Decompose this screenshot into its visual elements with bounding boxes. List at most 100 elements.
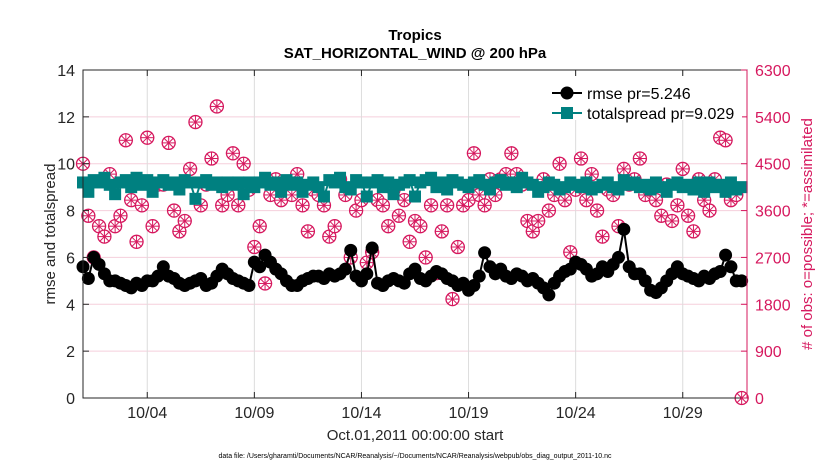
obs-assimilated-asterisk [655,210,667,222]
legend-rmse-marker [560,86,574,100]
obs-assimilated-asterisk [704,205,715,216]
obs-assimilated-asterisk [436,226,448,237]
obs-marker [589,203,605,218]
legend: rmse pr=5.246 totalspread pr=9.029 [520,76,742,123]
obs-assimilated-asterisk [238,158,249,170]
obs-assimilated-asterisk [141,132,153,144]
obs-marker [295,198,310,213]
obs-marker [204,151,219,166]
obs-marker [257,276,273,291]
obs-marker [573,151,589,166]
obs-assimilated-asterisk [564,246,576,258]
obs-assimilated-asterisk [597,231,608,242]
obs-marker [118,133,133,148]
totalspread-marker [735,181,748,194]
obs-assimilated-asterisk [618,163,630,175]
obs-assimilated-asterisk [581,194,592,206]
totalspread-marker [189,192,202,205]
obs-marker [231,198,246,213]
obs-assimilated-asterisk [473,189,485,201]
obs-assimilated-asterisk [468,147,480,159]
obs-assimilated-asterisk [254,220,266,232]
totalspread-marker [275,185,288,198]
obs-assimilated-asterisk [415,220,426,232]
obs-assimilated-asterisk [720,134,731,146]
obs-assimilated-asterisk [93,220,105,232]
obs-assimilated-asterisk [297,200,308,211]
obs-assimilated-asterisk [329,220,341,232]
obs-marker [557,193,573,208]
obs-assimilated-asterisk [131,236,142,248]
y-right-tick-label: 1800 [755,297,791,314]
obs-assimilated-asterisk [650,194,662,206]
y-right-tick-label: 5400 [755,110,791,127]
obs-marker [348,203,364,218]
rmse-marker [242,279,256,293]
totalspread-marker [344,183,357,196]
rmse-marker [713,264,727,278]
obs-marker [450,239,465,255]
y-right-tick-label: 4500 [755,157,791,174]
totalspread-marker [698,185,711,198]
y-tick-label: 14 [57,63,75,80]
obs-marker [434,224,449,239]
obs-assimilated-asterisk [688,226,699,237]
obs-assimilated-asterisk [99,231,110,242]
obs-assimilated-asterisk [463,194,474,206]
footnote: data file: /Users/gharamti/Documents/NCA… [218,453,612,460]
obs-marker [477,198,492,213]
obs-marker [664,213,680,229]
legend-rmse-label: rmse pr=5.246 [587,86,691,103]
obs-marker [675,161,690,177]
obs-assimilated-asterisk [168,205,180,216]
obs-assimilated-asterisk [184,163,196,175]
legend-spread-marker [561,107,573,119]
obs-assimilated-asterisk [452,241,464,253]
obs-marker [209,99,225,114]
totalspread-marker [382,176,395,189]
obs-marker [632,151,648,166]
totalspread-marker [425,171,438,184]
obs-marker [161,135,176,151]
x-tick-label: 10/29 [663,405,703,422]
totalspread-marker [334,171,347,184]
obs-assimilated-asterisk [147,220,158,232]
obs-marker [654,208,669,223]
obs-marker [531,213,546,229]
totalspread-marker [312,181,325,194]
y-tick-label: 6 [66,250,75,267]
rmse-marker [542,288,556,302]
obs-assimilated-asterisk [163,137,175,149]
obs-marker [97,229,112,244]
obs-assimilated-asterisk [222,189,233,201]
obs-marker [177,213,192,229]
axis-ticks: 0 2 4 6 8 10 12 14 0 900 1800 2700 3600 4500 5400 6300 1… [57,63,790,422]
obs-assimilated-asterisk [174,226,185,237]
plot-marks [75,99,749,406]
obs-assimilated-asterisk [377,200,389,211]
obs-marker [445,291,460,307]
totalspread-marker [82,185,95,198]
y-right-tick-label: 900 [755,344,782,361]
obs-marker [107,219,123,234]
totalspread-marker [387,188,400,201]
obs-marker [322,229,337,244]
obs-marker [188,114,203,130]
obs-assimilated-asterisk [323,231,335,242]
rmse-marker [735,274,749,288]
obs-assimilated-asterisk [420,252,432,263]
obs-marker [418,250,433,265]
y-right-tick-label: 0 [755,391,764,408]
obs-marker [439,198,455,213]
y-axis-label: rmse and totalspread [42,164,59,305]
rmse-marker [344,243,358,257]
obs-assimilated-asterisk [206,153,217,164]
obs-assimilated-asterisk [554,158,565,170]
obs-marker [423,198,439,213]
x-tick-label: 10/19 [449,405,489,422]
obs-marker [247,239,262,255]
y-tick-label: 0 [66,391,75,408]
obs-marker [680,208,696,223]
obs-marker [91,219,107,234]
